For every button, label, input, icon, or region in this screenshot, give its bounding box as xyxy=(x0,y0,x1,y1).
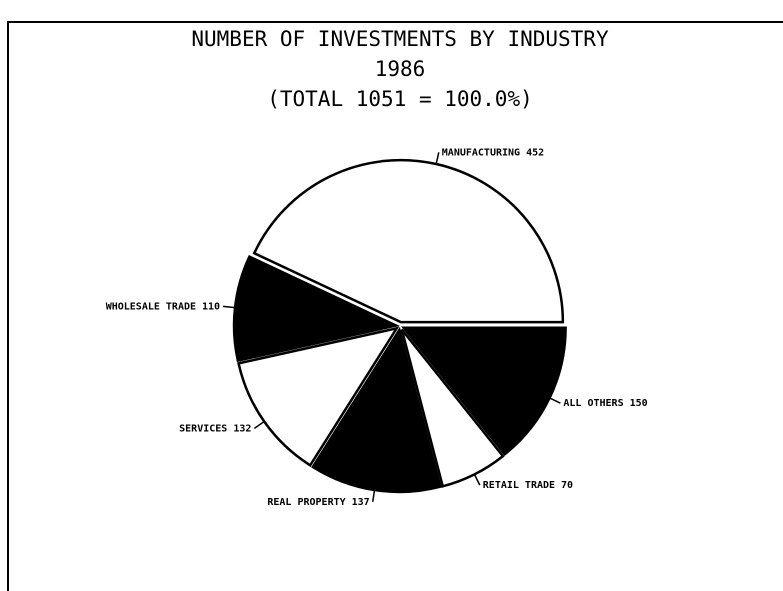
slice-value: 110 xyxy=(202,301,220,312)
leader-line xyxy=(549,397,561,404)
slice-value: 132 xyxy=(233,423,251,434)
slice-label: REAL PROPERTY 137 xyxy=(267,497,369,508)
leader-line xyxy=(223,305,236,309)
slice-category: ALL OTHERS xyxy=(563,398,623,409)
slice-value: 150 xyxy=(630,398,648,409)
pie-slice xyxy=(232,254,400,363)
slice-label: WHOLESALE TRADE 110 xyxy=(106,301,220,312)
slice-category: SERVICES xyxy=(179,423,227,434)
chart-subtitle: 1986 xyxy=(375,57,426,81)
total-label: (TOTAL 1051 = 100.0%) xyxy=(267,87,533,111)
chart-title: NUMBER OF INVESTMENTS BY INDUSTRY xyxy=(191,27,609,51)
slice-value: 137 xyxy=(352,497,370,508)
leader-line xyxy=(473,474,481,486)
slice-value: 70 xyxy=(561,480,573,491)
slice-label: SERVICES 132 xyxy=(179,423,251,434)
pie-slice xyxy=(400,328,505,488)
pie-slice xyxy=(311,326,442,494)
pie-slice xyxy=(237,326,400,467)
slice-label: ALL OTHERS 150 xyxy=(563,398,647,409)
frame xyxy=(7,21,783,591)
slice-category: RETAIL TRADE xyxy=(483,480,555,491)
slice-category: REAL PROPERTY xyxy=(267,497,345,508)
leader-line xyxy=(435,152,440,165)
leader-line xyxy=(371,489,376,503)
slice-category: MANUFACTURING xyxy=(442,147,520,158)
slice-label: RETAIL TRADE 70 xyxy=(483,480,573,491)
slice-value: 452 xyxy=(526,147,544,158)
slice-label: MANUFACTURING 452 xyxy=(442,147,544,158)
leader-line xyxy=(253,420,265,429)
slice-category: WHOLESALE TRADE xyxy=(106,301,196,312)
